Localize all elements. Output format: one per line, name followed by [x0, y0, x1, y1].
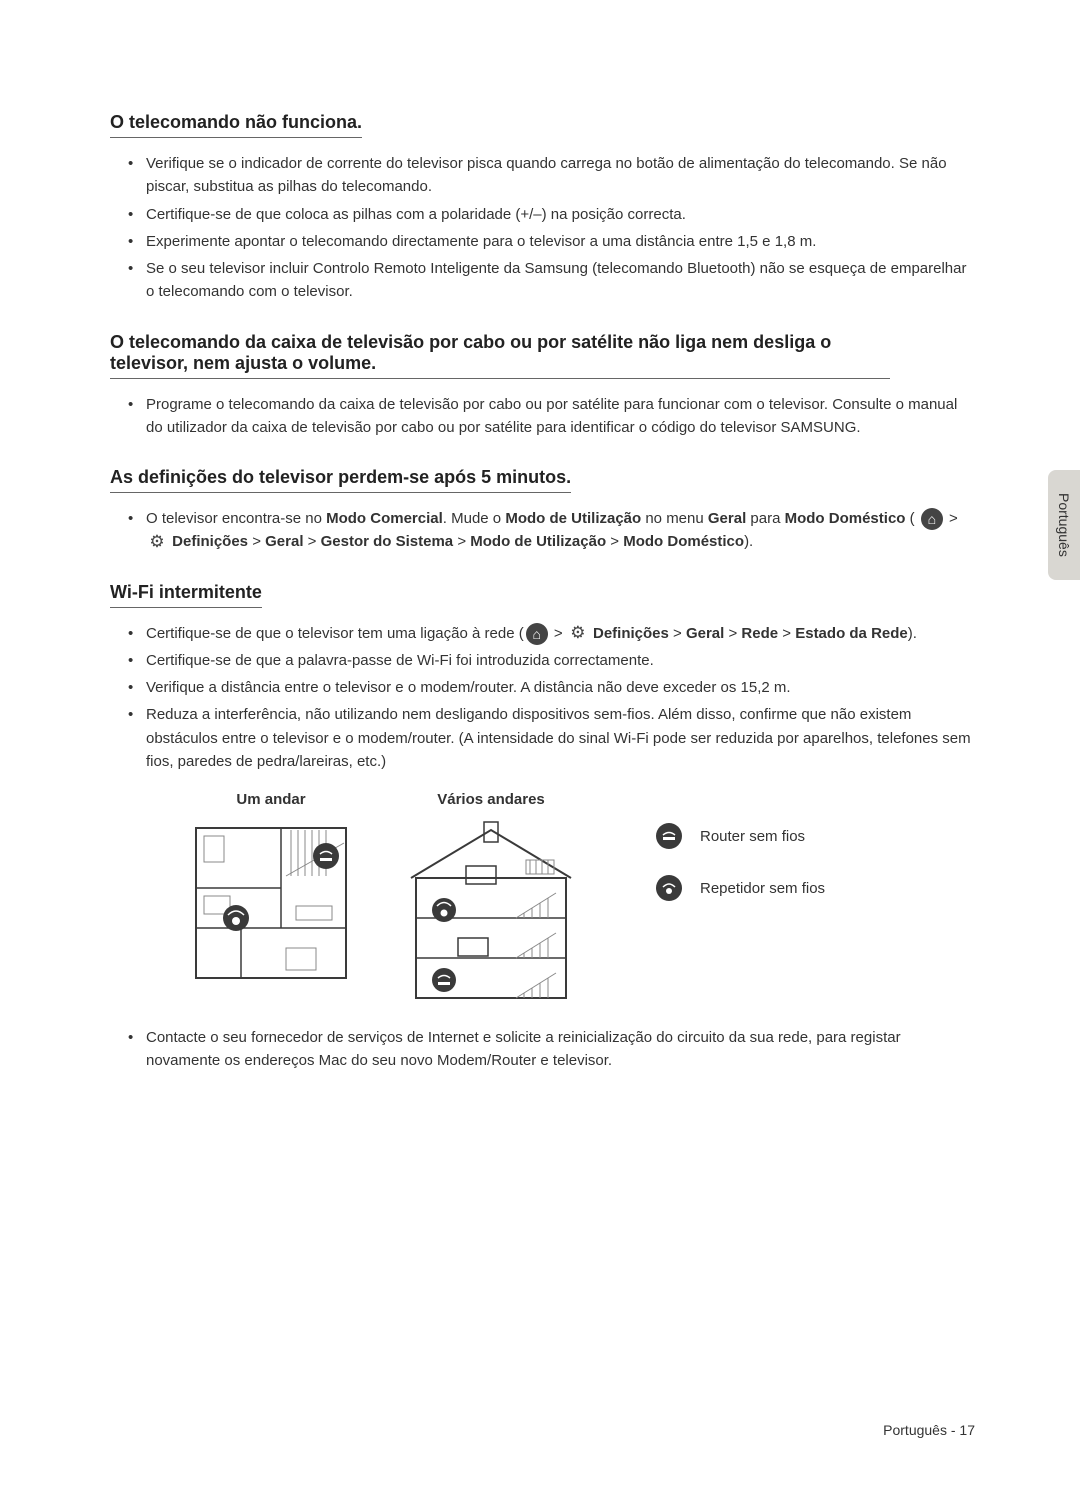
list-item: Contacte o seu fornecedor de serviços de… — [134, 1026, 975, 1073]
list-item: Reduza a interferência, não utilizando n… — [134, 703, 975, 773]
sep: > — [550, 625, 567, 642]
bold-text: Geral — [708, 510, 746, 527]
list-item: Verifique a distância entre o televisor … — [134, 676, 975, 699]
list-item: Se o seu televisor incluir Controlo Remo… — [134, 257, 975, 304]
section-wifi-intermittent: Wi-Fi intermitente Certifique-se de que … — [110, 582, 975, 1073]
footer-sep: - — [947, 1422, 959, 1438]
bold-text: Modo de Utilização — [505, 510, 641, 527]
text: O televisor encontra-se no — [146, 510, 326, 527]
path-text: Definições — [593, 625, 669, 642]
list-item: Certifique-se de que o televisor tem uma… — [134, 622, 975, 645]
text: para — [746, 510, 784, 527]
path-text: Definições — [172, 533, 248, 550]
list-item: Programe o telecomando da caixa de telev… — [134, 393, 975, 440]
sep: > — [945, 510, 958, 527]
section-cable-remote: O telecomando da caixa de televisão por … — [110, 332, 975, 440]
sep: > — [778, 625, 795, 642]
bullet-list: Contacte o seu fornecedor de serviços de… — [110, 1026, 975, 1073]
path-text: Gestor do Sistema — [321, 533, 454, 550]
diagram-single-floor: Um andar — [186, 791, 356, 988]
home-icon — [921, 508, 943, 530]
section-remote-not-working: O telecomando não funciona. Verifique se… — [110, 112, 975, 304]
diagram-multi-floor: Vários andares — [396, 791, 586, 1008]
heading: As definições do televisor perdem-se apó… — [110, 467, 571, 493]
sep: > — [669, 625, 686, 642]
bullet-list: Programe o telecomando da caixa de telev… — [110, 393, 975, 440]
text: Certifique-se de que o televisor tem uma… — [146, 625, 524, 642]
path-text: Geral — [686, 625, 724, 642]
diagram-legend: Router sem fios Repetidor sem fios — [656, 823, 825, 901]
heading: Wi-Fi intermitente — [110, 582, 262, 608]
heading: O telecomando da caixa de televisão por … — [110, 332, 890, 379]
text: . Mude o — [443, 510, 506, 527]
text: ). — [744, 533, 753, 550]
list-item: Experimente apontar o telecomando direct… — [134, 230, 975, 253]
text: no menu — [641, 510, 708, 527]
page-footer: Português - 17 — [883, 1422, 975, 1438]
sep: > — [724, 625, 741, 642]
side-tab-label: Português — [1056, 493, 1072, 557]
path-text: Estado da Rede — [795, 625, 908, 642]
legend-label: Repetidor sem fios — [700, 880, 825, 897]
footer-lang: Português — [883, 1422, 947, 1438]
diagram-title: Um andar — [186, 791, 356, 808]
path-text: Rede — [741, 625, 778, 642]
gear-icon — [569, 625, 587, 643]
bullet-list: Certifique-se de que o televisor tem uma… — [110, 622, 975, 774]
language-side-tab: Português — [1048, 470, 1080, 580]
footer-page: 17 — [959, 1422, 975, 1438]
sep: > — [248, 533, 265, 550]
section-settings-lost: As definições do televisor perdem-se apó… — [110, 467, 975, 554]
sep: > — [606, 533, 623, 550]
bullet-list: Verifique se o indicador de corrente do … — [110, 152, 975, 304]
house-svg — [396, 818, 586, 1008]
path-text: Modo Doméstico — [623, 533, 744, 550]
home-icon — [526, 623, 548, 645]
list-item: O televisor encontra-se no Modo Comercia… — [134, 507, 975, 554]
legend-row-repeater: Repetidor sem fios — [656, 875, 825, 901]
text: ). — [908, 625, 917, 642]
heading: O telecomando não funciona. — [110, 112, 362, 138]
gear-icon — [148, 533, 166, 551]
legend-label: Router sem fios — [700, 828, 805, 845]
diagram-row: Um andar — [186, 791, 975, 1008]
floorplan-svg — [186, 818, 356, 988]
text: ( — [905, 510, 914, 527]
bold-text: Modo Doméstico — [785, 510, 906, 527]
router-icon — [656, 823, 682, 849]
list-item: Certifique-se de que a palavra-passe de … — [134, 649, 975, 672]
bullet-list: O televisor encontra-se no Modo Comercia… — [110, 507, 975, 554]
path-text: Modo de Utilização — [470, 533, 606, 550]
legend-row-router: Router sem fios — [656, 823, 825, 849]
sep: > — [453, 533, 470, 550]
repeater-icon — [656, 875, 682, 901]
list-item: Certifique-se de que coloca as pilhas co… — [134, 203, 975, 226]
sep: > — [304, 533, 321, 550]
path-text: Geral — [265, 533, 303, 550]
bold-text: Modo Comercial — [326, 510, 443, 527]
diagram-title: Vários andares — [396, 791, 586, 808]
list-item: Verifique se o indicador de corrente do … — [134, 152, 975, 199]
